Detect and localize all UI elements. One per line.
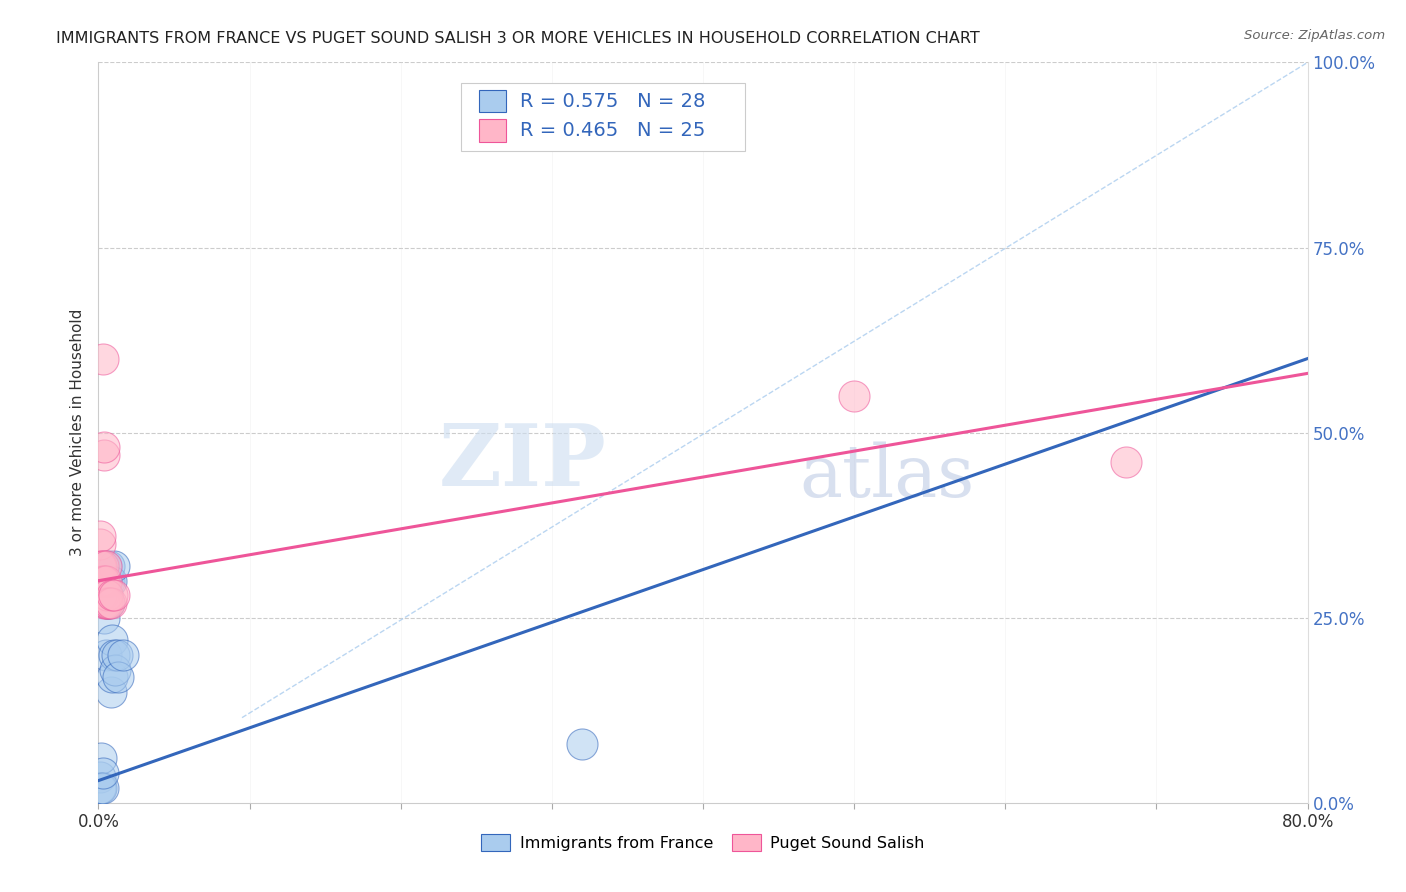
Point [96, 596, 118, 610]
Point [93, 574, 115, 588]
Point [93, 558, 115, 573]
Text: IMMIGRANTS FROM FRANCE VS PUGET SOUND SALISH 3 OR MORE VEHICLES IN HOUSEHOLD COR: IMMIGRANTS FROM FRANCE VS PUGET SOUND SA… [56, 31, 980, 46]
Point [844, 388, 866, 402]
Point [101, 670, 124, 684]
Text: R = 0.465   N = 25: R = 0.465 N = 25 [520, 121, 706, 140]
Point [90, 589, 112, 603]
Point [100, 685, 122, 699]
Point [93, 610, 115, 624]
Point [90, 780, 112, 795]
Legend: Immigrants from France, Puget Sound Salish: Immigrants from France, Puget Sound Sali… [475, 828, 931, 858]
Point [103, 558, 125, 573]
Point [94, 558, 117, 573]
Point [101, 589, 124, 603]
Point [94, 574, 117, 588]
Point [89, 536, 111, 550]
Point [100, 596, 122, 610]
FancyBboxPatch shape [461, 83, 745, 152]
Point [96, 589, 118, 603]
Point [93, 441, 115, 455]
Point [98, 558, 121, 573]
Point [89, 529, 111, 543]
Point [91, 766, 114, 780]
FancyBboxPatch shape [479, 90, 506, 112]
Point [94, 648, 117, 662]
Point [93, 596, 115, 610]
Point [98, 574, 121, 588]
Point [111, 648, 134, 662]
Point [94, 596, 117, 610]
Point [89, 770, 111, 784]
Text: R = 0.575   N = 28: R = 0.575 N = 28 [520, 92, 706, 111]
Text: Source: ZipAtlas.com: Source: ZipAtlas.com [1244, 29, 1385, 42]
Point [91, 574, 114, 588]
Point [91, 351, 114, 366]
Point [103, 648, 125, 662]
Point [96, 596, 118, 610]
Point [96, 589, 118, 603]
Point [93, 448, 115, 462]
Point [90, 558, 112, 573]
Point [91, 780, 114, 795]
Point [96, 574, 118, 588]
Point [101, 632, 124, 647]
Y-axis label: 3 or more Vehicles in Household: 3 or more Vehicles in Household [69, 309, 84, 557]
Point [94, 558, 117, 573]
Point [1115, 455, 1137, 469]
Point [90, 751, 112, 765]
FancyBboxPatch shape [479, 120, 506, 142]
Text: atlas: atlas [800, 442, 976, 512]
Point [94, 574, 117, 588]
Point [571, 737, 593, 751]
Point [98, 596, 121, 610]
Point [105, 648, 128, 662]
Point [100, 574, 122, 588]
Point [91, 589, 114, 603]
Point [89, 780, 111, 795]
Point [89, 558, 111, 573]
Text: ZIP: ZIP [439, 420, 606, 504]
Point [90, 574, 112, 588]
Point [98, 596, 121, 610]
Point [104, 663, 127, 677]
Point [103, 589, 125, 603]
Point [107, 670, 129, 684]
Point [91, 558, 114, 573]
